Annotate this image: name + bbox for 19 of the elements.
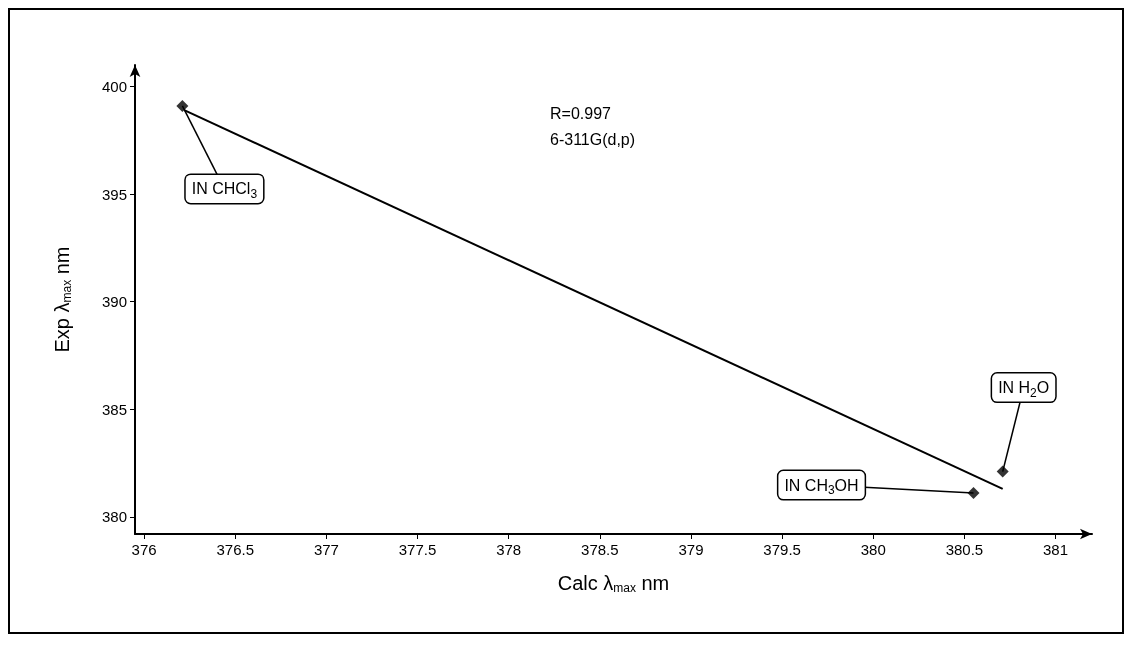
x-tick-label: 380 [860, 541, 886, 558]
x-tick-label: 377.5 [398, 541, 437, 558]
y-tick-label: 385 [101, 400, 127, 418]
x-tick-label: 380.5 [945, 541, 984, 558]
x-tick-label: 376.5 [216, 541, 255, 558]
annotation: R=0.997 [550, 104, 612, 122]
x-tick-label: 379.5 [763, 541, 801, 558]
y-tick-label: 390 [101, 293, 127, 311]
x-tick-label: 379 [678, 541, 704, 558]
y-tick-label: 380 [101, 508, 127, 526]
x-tick-label: 378.5 [581, 541, 619, 558]
x-tick-label: 377 [313, 541, 339, 558]
annotation: 6-311G(d,p) [550, 130, 636, 148]
y-tick-label: 395 [101, 185, 127, 203]
x-tick-label: 381 [1043, 541, 1069, 558]
x-tick-label: 376 [131, 541, 157, 558]
y-axis-title: Exp λmax nm [51, 246, 74, 353]
y-tick-label: 400 [101, 78, 127, 96]
x-tick-label: 378 [496, 541, 522, 558]
